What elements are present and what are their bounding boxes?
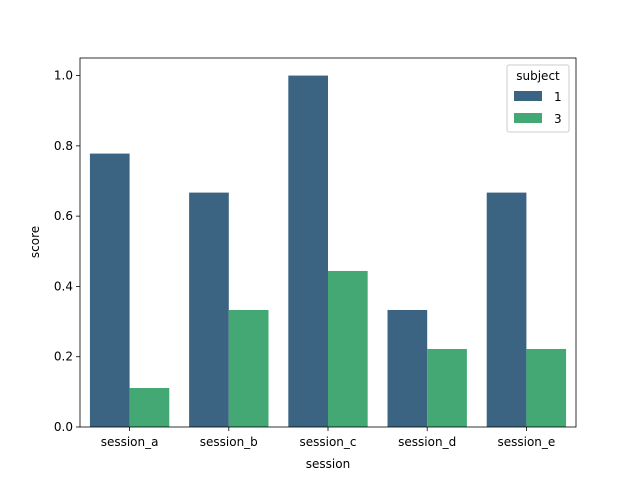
x-tick-label: session_c — [299, 435, 356, 449]
legend-title: subject — [516, 69, 560, 83]
bar-session_c-subject-3 — [328, 270, 368, 427]
y-axis-label: score — [28, 226, 42, 258]
bar-session_e-subject-3 — [526, 348, 567, 427]
bar-session_d-subject-1 — [387, 309, 428, 427]
y-axis-ticks: 0.0 0.2 0.4 0.6 0.8 1.0 — [54, 69, 80, 434]
y-tick-label: 0.8 — [54, 139, 73, 153]
legend-label-1: 1 — [554, 90, 562, 104]
x-axis-ticks: session_a session_b session_c session_d sess… — [101, 427, 555, 449]
bar-session_c-subject-1 — [288, 75, 328, 428]
bars-group — [89, 75, 567, 428]
y-tick-label: 1.0 — [54, 69, 73, 83]
legend-swatch-1 — [514, 91, 542, 101]
bar-session_b-subject-1 — [189, 192, 229, 427]
bar-session_b-subject-3 — [228, 309, 269, 427]
legend-label-3: 3 — [554, 112, 562, 126]
x-tick-label: session_d — [398, 435, 456, 449]
bar-session_d-subject-3 — [427, 348, 467, 427]
bar-session_e-subject-1 — [486, 192, 527, 427]
y-tick-label: 0.2 — [54, 350, 73, 364]
legend-swatch-3 — [514, 113, 542, 123]
x-tick-label: session_e — [497, 435, 555, 449]
y-tick-label: 0.0 — [54, 420, 73, 434]
bar-session_a-subject-3 — [129, 387, 170, 427]
legend: subject 1 3 — [506, 64, 570, 133]
x-tick-label: session_a — [101, 435, 159, 449]
y-tick-label: 0.4 — [54, 279, 73, 293]
x-axis-label: session — [306, 457, 350, 471]
y-tick-label: 0.6 — [54, 209, 73, 223]
bar-session_a-subject-1 — [89, 153, 130, 428]
x-tick-label: session_b — [200, 435, 258, 449]
plot-frame — [79, 57, 577, 428]
